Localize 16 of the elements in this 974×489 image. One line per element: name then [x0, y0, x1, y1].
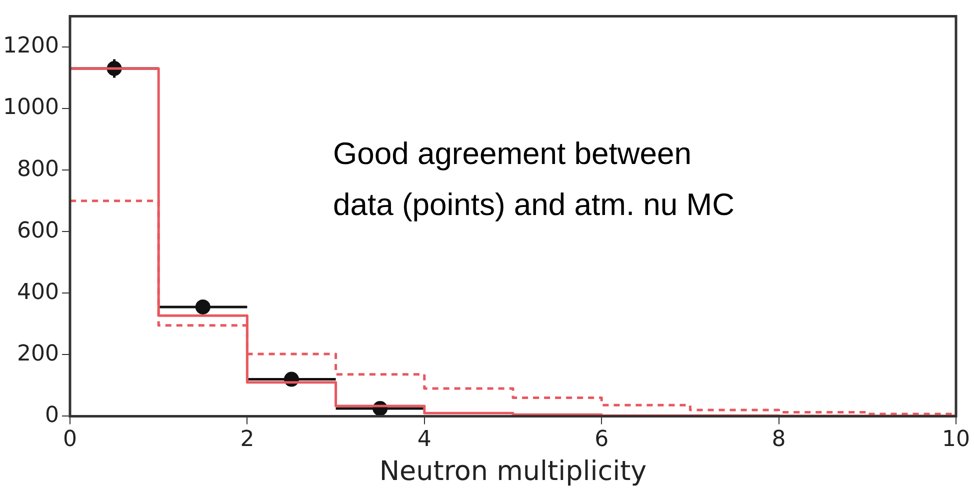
y-tick-label: 200: [16, 341, 59, 366]
y-tick-label: 400: [16, 280, 59, 305]
y-tick-label: 1200: [2, 34, 59, 59]
x-tick-label: 0: [62, 427, 77, 452]
y-tick-label: 600: [16, 218, 59, 244]
x-tick-label: 6: [594, 427, 609, 452]
x-tick-label: 2: [240, 427, 254, 452]
annotation: Good agreement between data (points) and atm. nu MC: [333, 135, 736, 224]
y-tick-label: 1000: [2, 95, 59, 120]
x-tick-label: 10: [942, 427, 970, 452]
y-tick-label: 0: [44, 402, 59, 428]
x-tick-label: 8: [772, 427, 786, 452]
point: [195, 299, 210, 314]
y-tick-label: 800: [16, 156, 59, 182]
x-tick-label: 4: [417, 427, 432, 452]
x-axis-title: Neutron multiplicity: [379, 456, 647, 487]
